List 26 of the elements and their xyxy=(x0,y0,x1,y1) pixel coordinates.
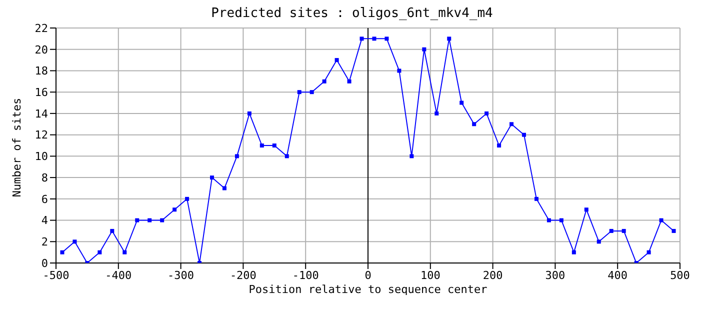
x-tick-label: -400 xyxy=(105,268,132,282)
x-tick-label: 100 xyxy=(420,268,440,282)
y-tick-label: 12 xyxy=(34,128,48,142)
x-tick-label: -300 xyxy=(168,268,194,282)
y-axis-title: Number of sites xyxy=(10,98,24,198)
x-tick-label: 500 xyxy=(670,268,690,282)
y-tick-label: 10 xyxy=(34,150,48,164)
y-tick-label: 0 xyxy=(41,256,48,270)
x-tick-label: -200 xyxy=(230,268,256,282)
y-tick-label: 18 xyxy=(34,64,48,78)
y-tick-label: 4 xyxy=(41,214,48,228)
y-tick-label: 20 xyxy=(34,43,48,56)
x-tick-label: -100 xyxy=(292,268,319,282)
x-axis-title: Position relative to sequence center xyxy=(248,283,488,296)
chart-title: Predicted sites : oligos_6nt_mkv4_m4 xyxy=(210,6,494,21)
x-tick-label: 0 xyxy=(364,268,372,282)
x-tick-label: 400 xyxy=(608,268,628,282)
y-tick-label: 14 xyxy=(34,107,48,120)
y-tick-label: 6 xyxy=(41,192,48,206)
y-tick-label: 16 xyxy=(34,86,48,99)
x-tick-label: 200 xyxy=(482,268,503,282)
y-tick-label: 22 xyxy=(34,22,48,35)
y-tick-label: 8 xyxy=(41,171,48,184)
x-tick-label: -500 xyxy=(42,268,70,282)
x-tick-label: 300 xyxy=(545,268,566,282)
y-tick-label: 2 xyxy=(41,236,48,249)
